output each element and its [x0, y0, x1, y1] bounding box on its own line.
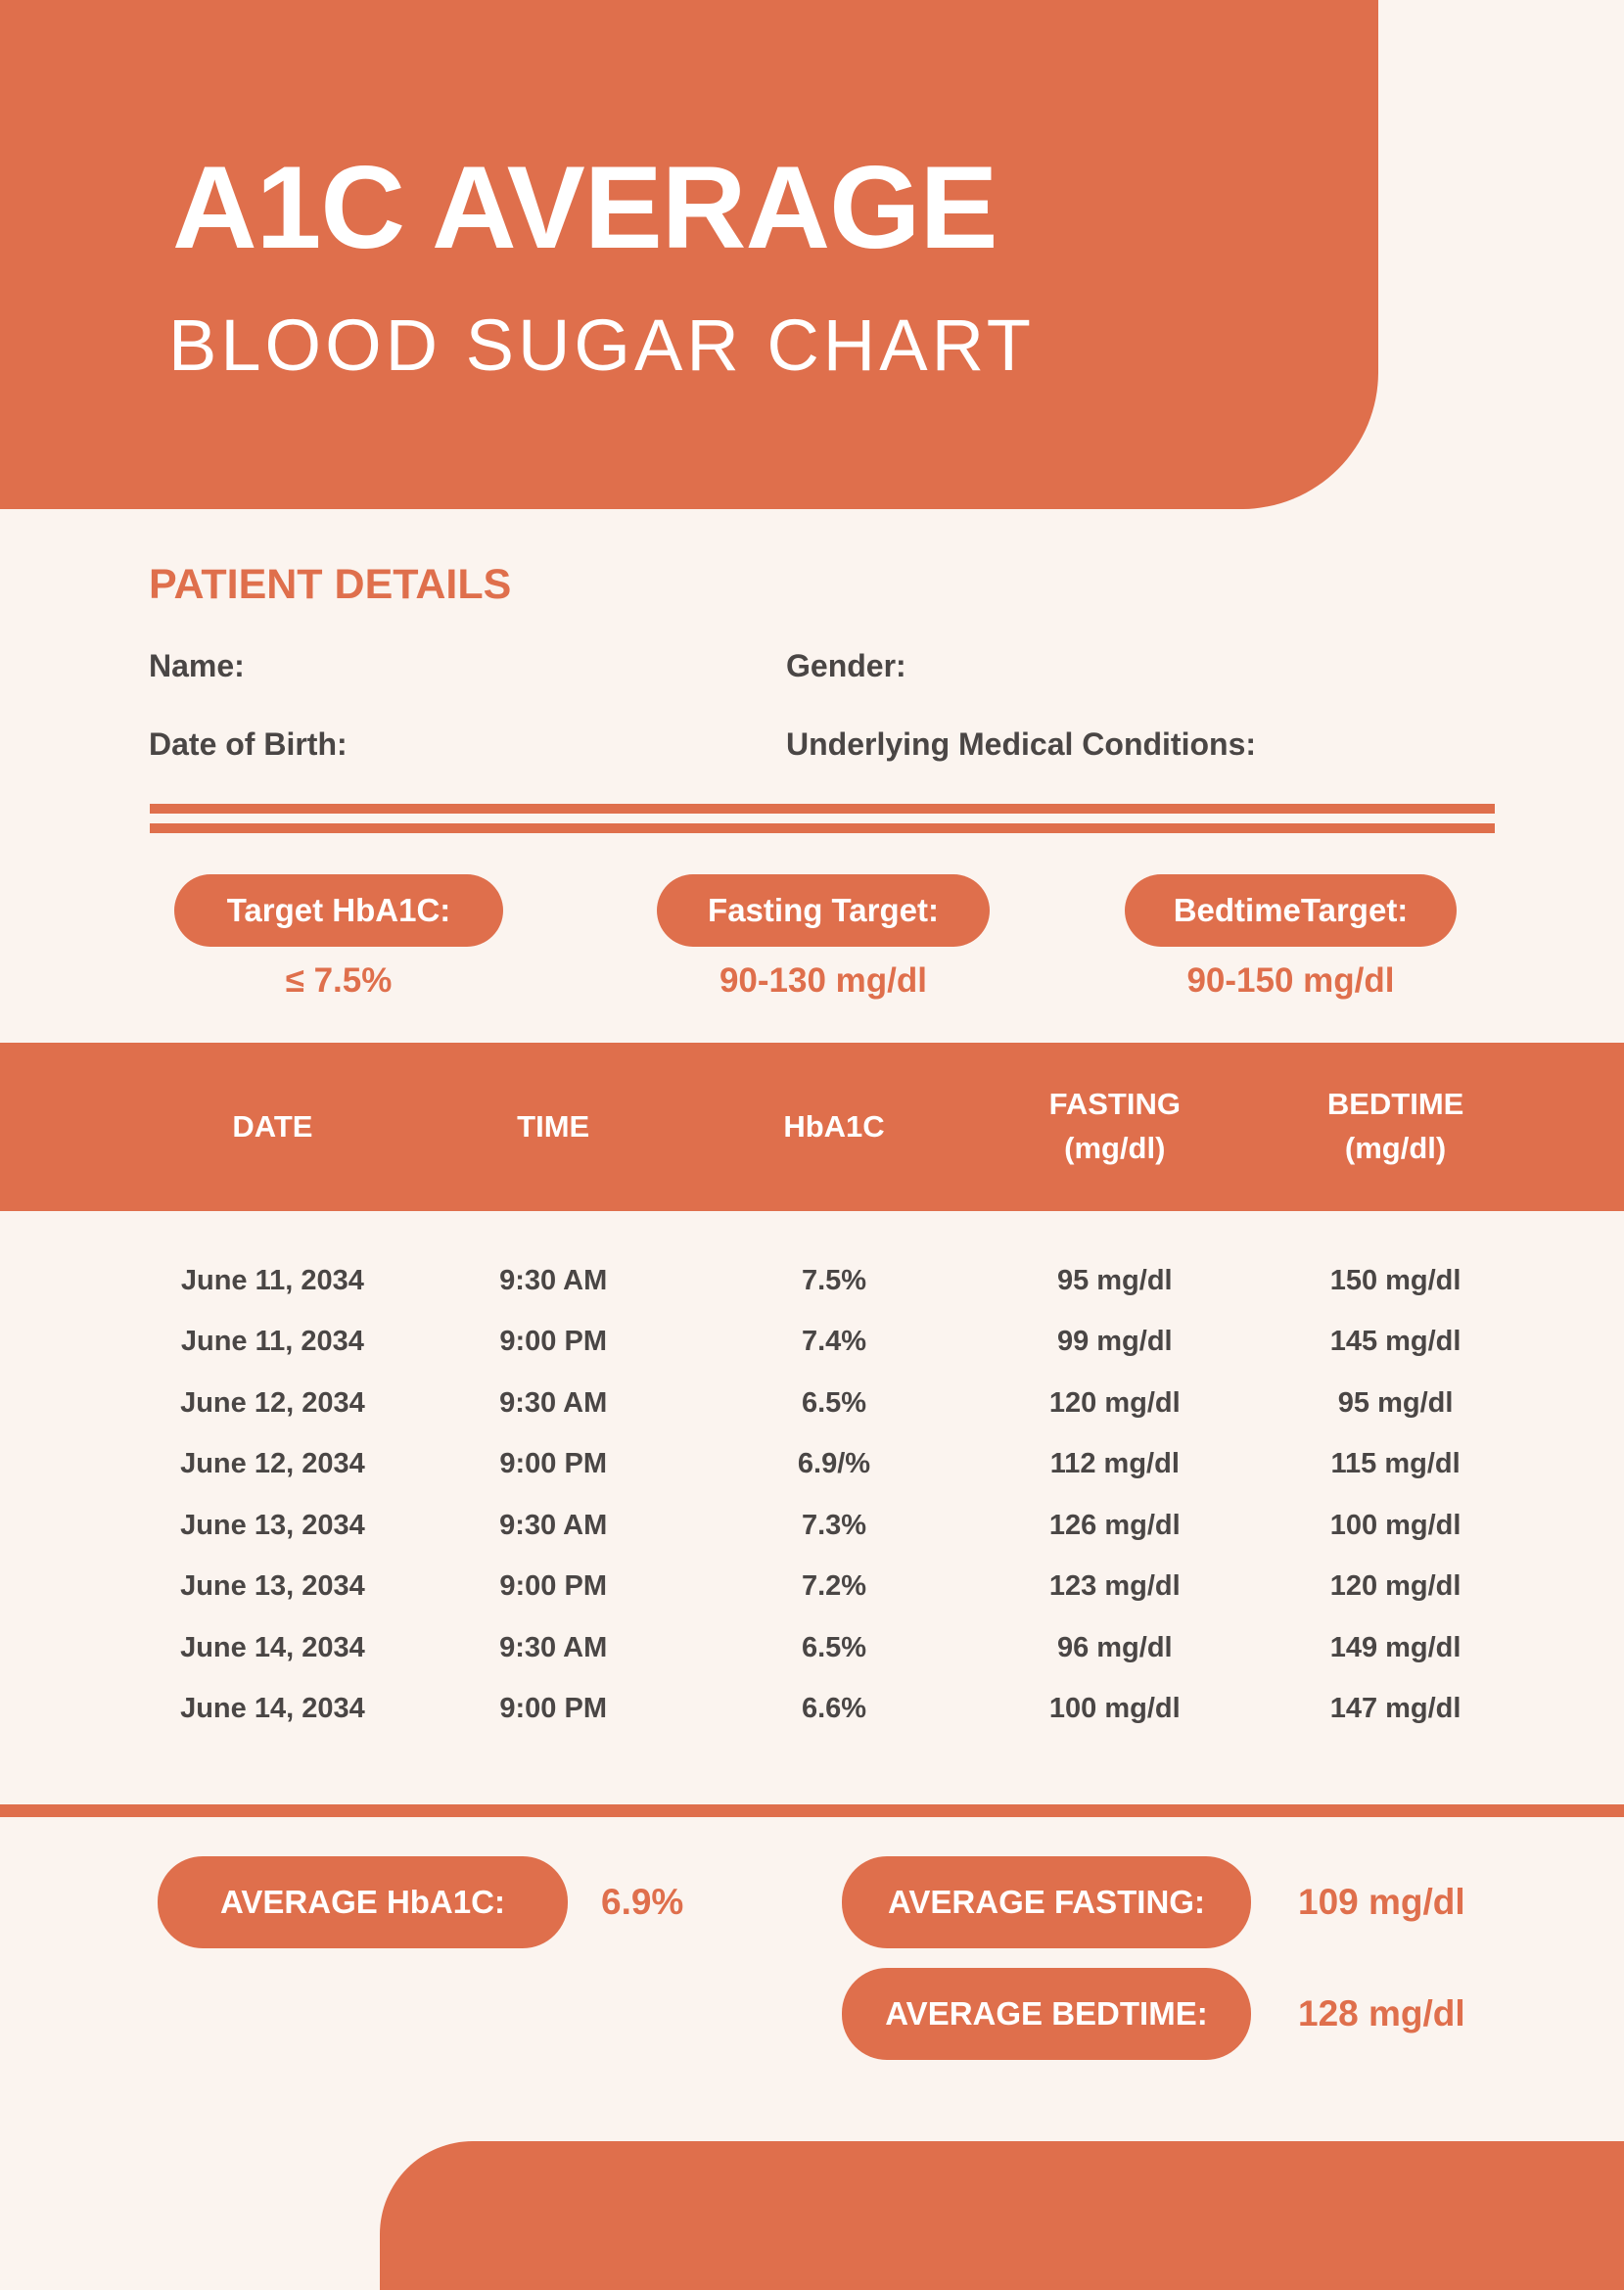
gender-field-label: Gender: [786, 648, 906, 683]
cell-hba1c: 6.5% [801, 1386, 867, 1419]
table-row: June 13, 2034 9:00 PM 7.2% 123 mg/dl 120… [0, 1557, 1624, 1618]
page-title: A1C AVERAGE [172, 142, 998, 273]
cell-hba1c: 7.2% [801, 1570, 867, 1603]
column-header-bedtime: BEDTIME (mg/dl) [1326, 1087, 1464, 1165]
average-hba1c-value: 6.9% [601, 1882, 684, 1922]
cell-hba1c: 6.9/% [797, 1448, 871, 1480]
cell-fasting: 120 mg/dl [1048, 1386, 1181, 1419]
average-hba1c-pill: AVERAGE HbA1C: [158, 1856, 568, 1948]
cell-fasting: 95 mg/dl [1056, 1264, 1173, 1296]
cell-fasting: 123 mg/dl [1048, 1570, 1181, 1603]
date-of-birth-field-label: Date of Birth: [149, 726, 348, 762]
cell-bedtime: 145 mg/dl [1329, 1326, 1462, 1358]
cell-date: June 14, 2034 [180, 1631, 365, 1663]
bottom-divider-bar [0, 1804, 1624, 1817]
fasting-target-pill: Fasting Target: [657, 874, 990, 947]
cell-time: 9:30 AM [499, 1631, 608, 1663]
cell-time: 9:00 PM [499, 1570, 607, 1603]
cell-date: June 13, 2034 [180, 1509, 365, 1541]
cell-time: 9:00 PM [499, 1326, 607, 1358]
cell-bedtime: 95 mg/dl [1337, 1386, 1454, 1419]
average-bedtime-pill: AVERAGE BEDTIME: [842, 1968, 1251, 2060]
table-row: June 12, 2034 9:30 AM 6.5% 120 mg/dl 95 … [0, 1373, 1624, 1434]
table-body: June 11, 2034 9:30 AM 7.5% 95 mg/dl 150 … [0, 1250, 1624, 1740]
column-header-fasting: FASTING (mg/dl) [1048, 1087, 1181, 1165]
column-header-hba1c: HbA1C [783, 1108, 885, 1144]
cell-hba1c: 7.5% [801, 1264, 867, 1296]
cell-date: June 12, 2034 [180, 1386, 365, 1419]
column-header-date: DATE [232, 1108, 313, 1144]
cell-date: June 11, 2034 [180, 1326, 364, 1358]
page-subtitle: BLOOD SUGAR CHART [168, 304, 1035, 386]
header-banner: A1C AVERAGE BLOOD SUGAR CHART [0, 0, 1378, 509]
table-row: June 13, 2034 9:30 AM 7.3% 126 mg/dl 100… [0, 1495, 1624, 1557]
cell-fasting: 112 mg/dl [1049, 1448, 1180, 1480]
cell-time: 9:30 AM [499, 1264, 608, 1296]
cell-time: 9:30 AM [499, 1386, 608, 1419]
cell-time: 9:00 PM [499, 1448, 607, 1480]
divider-rule-top [150, 804, 1495, 814]
footer-corner-shape [380, 2141, 1624, 2290]
cell-fasting: 126 mg/dl [1048, 1509, 1181, 1541]
cell-date: June 11, 2034 [180, 1264, 364, 1296]
table-row: June 11, 2034 9:00 PM 7.4% 99 mg/dl 145 … [0, 1312, 1624, 1374]
cell-date: June 13, 2034 [180, 1570, 365, 1603]
cell-fasting: 100 mg/dl [1048, 1693, 1181, 1725]
cell-fasting: 96 mg/dl [1056, 1631, 1173, 1663]
table-row: June 14, 2034 9:30 AM 6.5% 96 mg/dl 149 … [0, 1617, 1624, 1679]
table-row: June 11, 2034 9:30 AM 7.5% 95 mg/dl 150 … [0, 1250, 1624, 1312]
cell-date: June 12, 2034 [180, 1448, 365, 1480]
average-fasting-pill: AVERAGE FASTING: [842, 1856, 1251, 1948]
cell-bedtime: 147 mg/dl [1329, 1693, 1462, 1725]
cell-hba1c: 7.4% [801, 1326, 867, 1358]
cell-hba1c: 6.5% [801, 1631, 867, 1663]
bedtime-target-pill: BedtimeTarget: [1125, 874, 1457, 947]
table-row: June 14, 2034 9:00 PM 6.6% 100 mg/dl 147… [0, 1679, 1624, 1741]
cell-time: 9:00 PM [499, 1693, 607, 1725]
average-fasting-value: 109 mg/dl [1298, 1882, 1465, 1922]
cell-time: 9:30 AM [499, 1509, 608, 1541]
average-bedtime-value: 128 mg/dl [1298, 1993, 1465, 2033]
target-hba1c-pill: Target HbA1C: [174, 874, 503, 947]
cell-fasting: 99 mg/dl [1056, 1326, 1173, 1358]
table-header-row: DATE TIME HbA1C FASTING (mg/dl) BEDTIME (m… [0, 1043, 1624, 1211]
cell-bedtime: 149 mg/dl [1329, 1631, 1462, 1663]
name-field-label: Name: [149, 648, 245, 683]
cell-date: June 14, 2034 [180, 1693, 365, 1725]
patient-details-heading: PATIENT DETAILS [149, 561, 512, 608]
target-hba1c-value: ≤ 7.5% [285, 961, 393, 1000]
divider-rule-bottom [150, 823, 1495, 833]
cell-hba1c: 6.6% [801, 1693, 867, 1725]
column-header-time: TIME [517, 1108, 590, 1144]
cell-bedtime: 100 mg/dl [1329, 1509, 1462, 1541]
cell-bedtime: 150 mg/dl [1329, 1264, 1462, 1296]
medical-conditions-field-label: Underlying Medical Conditions: [786, 726, 1257, 762]
cell-hba1c: 7.3% [801, 1509, 867, 1541]
table-row: June 12, 2034 9:00 PM 6.9/% 112 mg/dl 11… [0, 1434, 1624, 1496]
bedtime-target-value: 90-150 mg/dl [1186, 961, 1395, 1000]
fasting-target-value: 90-130 mg/dl [719, 961, 928, 1000]
cell-bedtime: 120 mg/dl [1329, 1570, 1462, 1603]
cell-bedtime: 115 mg/dl [1330, 1448, 1461, 1480]
